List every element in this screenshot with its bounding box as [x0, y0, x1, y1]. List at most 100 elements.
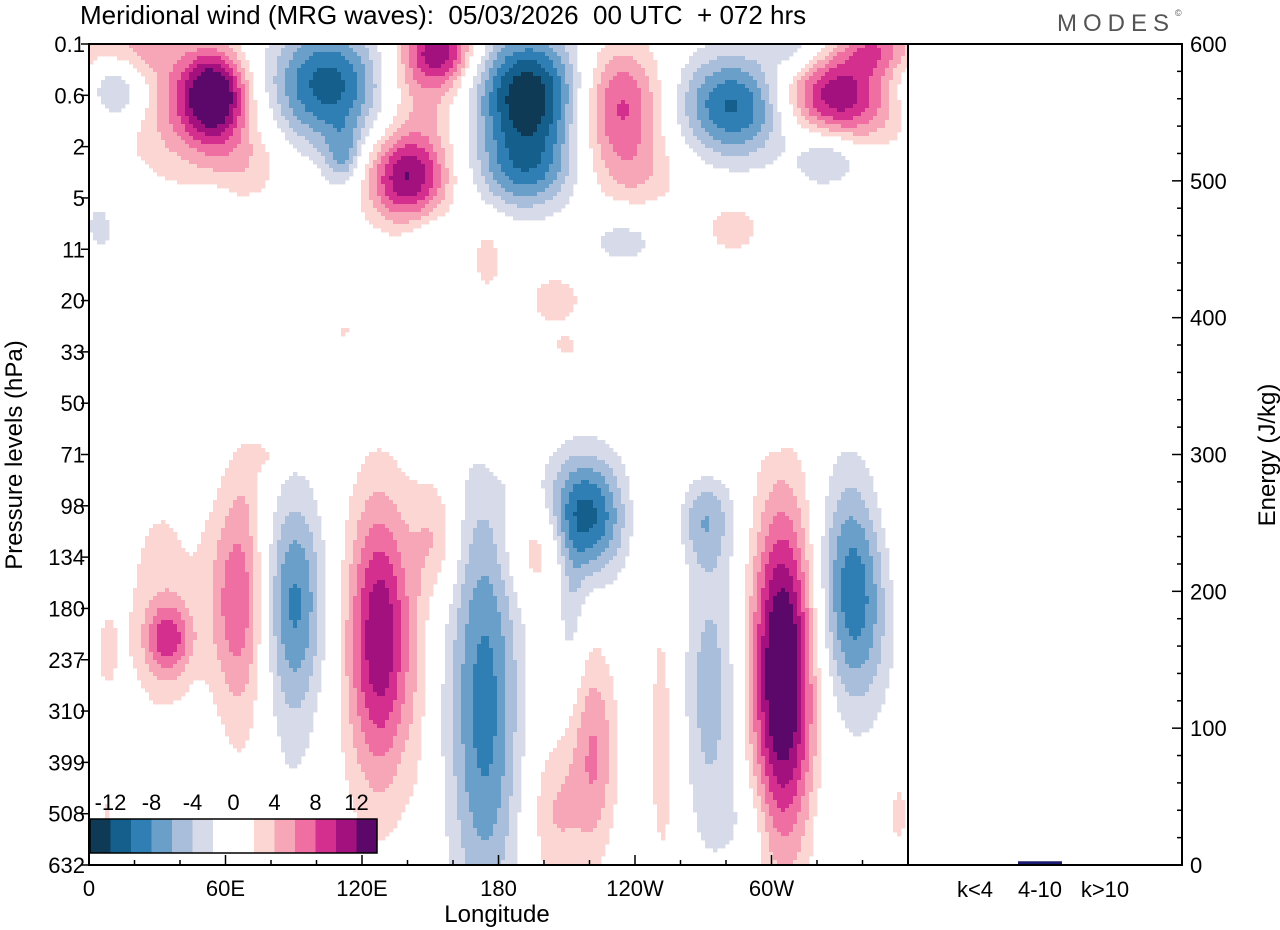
- contour-cell: [837, 696, 886, 701]
- contour-cell: [829, 628, 838, 633]
- contour-cell: [401, 640, 410, 645]
- contour-cell: [445, 80, 454, 85]
- contour-cell: [757, 788, 766, 793]
- contour-cell: [285, 44, 302, 49]
- contour-cell: [433, 168, 442, 173]
- contour-cell: [633, 156, 654, 161]
- contour-cell: [289, 100, 302, 105]
- contour-cell: [657, 676, 666, 681]
- contour-cell: [357, 688, 362, 693]
- contour-cell: [745, 624, 750, 629]
- contour-cell: [333, 168, 350, 173]
- contour-cell: [609, 772, 618, 777]
- contour-cell: [857, 88, 870, 93]
- contour-cell: [885, 124, 902, 129]
- contour-cell: [285, 700, 302, 705]
- contour-cell: [485, 280, 490, 285]
- contour-cell: [801, 796, 810, 801]
- contour-cell: [801, 548, 806, 553]
- contour-cell: [389, 148, 398, 153]
- contour-cell: [581, 564, 606, 569]
- contour-cell: [561, 492, 570, 497]
- contour-cell: [705, 104, 726, 109]
- contour-cell: [417, 624, 426, 629]
- contour-cell: [133, 592, 158, 597]
- contour-cell: [825, 592, 830, 597]
- contour-cell: [241, 72, 246, 77]
- contour-cell: [185, 648, 194, 653]
- contour-cell: [605, 192, 666, 197]
- contour-cell: [825, 636, 834, 641]
- contour-cell: [157, 72, 170, 77]
- contour-cell: [473, 180, 486, 185]
- contour-cell: [273, 708, 318, 713]
- contour-cell: [349, 112, 362, 117]
- contour-cell: [717, 560, 730, 565]
- contour-cell: [393, 132, 410, 137]
- contour-cell: [721, 536, 734, 541]
- contour-cell: [397, 584, 406, 589]
- contour-cell: [473, 700, 498, 705]
- contour-cell: [825, 520, 834, 525]
- contour-cell: [769, 96, 778, 101]
- contour-cell: [493, 48, 502, 53]
- contour-cell: [721, 540, 734, 545]
- contour-cell: [397, 728, 410, 733]
- contour-cell: [545, 88, 554, 93]
- contour-cell: [769, 644, 798, 649]
- contour-cell: [701, 728, 722, 733]
- contour-cell: [341, 652, 346, 657]
- contour-cell: [289, 120, 302, 125]
- contour-cell: [345, 120, 358, 125]
- contour-cell: [273, 80, 286, 85]
- contour-cell: [369, 744, 394, 749]
- contour-cell: [273, 532, 282, 537]
- contour-cell: [209, 684, 230, 689]
- contour-cell: [749, 712, 754, 717]
- contour-cell: [241, 112, 246, 117]
- contour-cell: [453, 684, 462, 689]
- contour-cell: [437, 116, 450, 121]
- contour-cell: [409, 648, 418, 653]
- contour-cell: [145, 112, 158, 117]
- contour-cell: [561, 528, 570, 533]
- contour-cell: [129, 636, 142, 641]
- contour-cell: [481, 192, 494, 197]
- contour-cell: [453, 760, 466, 765]
- contour-cell: [217, 496, 238, 501]
- contour-cell: [289, 124, 310, 129]
- contour-cell: [717, 564, 730, 569]
- contour-cell: [441, 740, 454, 745]
- contour-cell: [801, 712, 806, 717]
- contour-cell: [505, 704, 518, 709]
- contour-cell: [505, 720, 518, 725]
- contour-cell: [753, 568, 762, 573]
- contour-cell: [505, 760, 514, 765]
- contour-cell: [545, 136, 558, 141]
- contour-cell: [585, 764, 598, 769]
- contour-cell: [293, 108, 306, 113]
- contour-cell: [881, 572, 890, 577]
- contour-cell: [353, 728, 362, 733]
- contour-cell: [101, 668, 114, 673]
- contour-cell: [245, 564, 254, 569]
- contour-cell: [821, 536, 830, 541]
- contour-cell: [557, 72, 566, 77]
- contour-cell: [825, 100, 858, 105]
- contour-cell: [169, 108, 178, 113]
- contour-cell: [721, 552, 734, 557]
- contour-cell: [865, 616, 878, 621]
- contour-cell: [805, 620, 810, 625]
- contour-cell: [701, 492, 714, 497]
- contour-cell: [813, 760, 822, 765]
- contour-cell: [489, 52, 498, 57]
- contour-cell: [561, 144, 570, 149]
- contour-cell: [281, 484, 310, 489]
- contour-cell: [345, 640, 354, 645]
- contour-cell: [749, 664, 754, 669]
- contour-cell: [429, 192, 438, 197]
- contour-cell: [353, 736, 366, 741]
- contour-cell: [253, 640, 262, 645]
- contour-cell: [273, 116, 286, 121]
- contour-cell: [605, 528, 614, 533]
